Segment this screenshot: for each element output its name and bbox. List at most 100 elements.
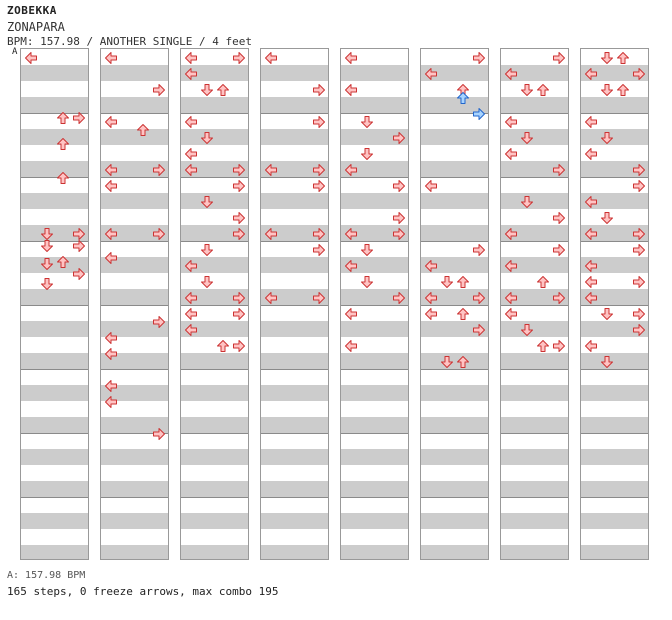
measure-line [261, 497, 328, 498]
beat-stripe [21, 129, 88, 145]
beat-stripe [581, 225, 648, 241]
measure-line [421, 369, 488, 370]
stats-footer: 165 steps, 0 freeze arrows, max combo 19… [7, 585, 279, 598]
down-arrow-icon [40, 226, 54, 240]
beat-stripe [261, 97, 328, 113]
beat-stripe [421, 545, 488, 559]
beat-stripe [421, 129, 488, 145]
beat-stripe [341, 417, 408, 433]
left-arrow-icon [344, 338, 358, 352]
beat-stripe [21, 161, 88, 177]
measure-line [501, 241, 568, 242]
beat-stripe [101, 129, 168, 145]
down-arrow-icon [600, 354, 614, 368]
beat-stripe [341, 193, 408, 209]
beat-stripe [501, 417, 568, 433]
right-arrow-icon [232, 178, 246, 192]
beat-stripe [421, 161, 488, 177]
beat-stripe [261, 385, 328, 401]
left-arrow-icon [184, 306, 198, 320]
down-arrow-icon [600, 130, 614, 144]
left-arrow-icon [344, 306, 358, 320]
beat-stripe [581, 65, 648, 81]
beat-stripe [21, 481, 88, 497]
beat-stripe [581, 97, 648, 113]
beat-stripe [181, 545, 248, 559]
beat-stripe [501, 193, 568, 209]
beat-stripe [261, 225, 328, 241]
left-arrow-icon [344, 82, 358, 96]
beat-stripe [101, 513, 168, 529]
beat-stripe [341, 161, 408, 177]
beat-stripe [101, 545, 168, 559]
measure-line [101, 305, 168, 306]
measure-line [261, 369, 328, 370]
measure-line [261, 241, 328, 242]
beat-stripe [101, 417, 168, 433]
measure-line [101, 433, 168, 434]
up-arrow-icon [536, 82, 550, 96]
left-arrow-icon [344, 162, 358, 176]
down-arrow-icon [200, 130, 214, 144]
left-arrow-icon [584, 338, 598, 352]
right-arrow-icon [232, 290, 246, 304]
left-arrow-icon [424, 66, 438, 80]
left-arrow-icon [104, 162, 118, 176]
right-arrow-icon [632, 242, 646, 256]
measure-line [181, 177, 248, 178]
measure-line [261, 433, 328, 434]
measure-line [261, 113, 328, 114]
beat-stripe [261, 417, 328, 433]
up-arrow-icon [616, 82, 630, 96]
left-arrow-icon [584, 146, 598, 160]
beat-stripe [501, 257, 568, 273]
beat-stripe [581, 513, 648, 529]
measure-line [181, 433, 248, 434]
measure-line [181, 305, 248, 306]
beat-stripe [181, 321, 248, 337]
beat-stripe [341, 481, 408, 497]
beat-stripe [421, 257, 488, 273]
measure-line [581, 433, 648, 434]
down-arrow-icon [520, 322, 534, 336]
beat-stripe [421, 481, 488, 497]
measure-line [101, 241, 168, 242]
measure-line [101, 497, 168, 498]
beat-stripe [21, 321, 88, 337]
beat-stripe [581, 481, 648, 497]
measure-line [101, 369, 168, 370]
right-arrow-icon [632, 306, 646, 320]
right-arrow-icon [632, 66, 646, 80]
beat-stripe [21, 417, 88, 433]
beat-stripe [21, 385, 88, 401]
beat-stripe [101, 193, 168, 209]
right-arrow-icon [632, 226, 646, 240]
left-arrow-icon [264, 162, 278, 176]
right-arrow-icon [632, 274, 646, 288]
left-arrow-icon [344, 226, 358, 240]
measure-line [421, 305, 488, 306]
left-arrow-icon [424, 290, 438, 304]
right-arrow-icon [232, 338, 246, 352]
beat-stripe [421, 193, 488, 209]
beat-stripe [101, 353, 168, 369]
beat-stripe [501, 321, 568, 337]
measure-line [421, 113, 488, 114]
up-arrow-icon [456, 306, 470, 320]
down-arrow-icon [40, 238, 54, 252]
beat-stripe [181, 129, 248, 145]
chart-column-3 [180, 48, 249, 560]
up-arrow-icon [616, 50, 630, 64]
left-arrow-icon [344, 258, 358, 272]
down-arrow-icon [40, 276, 54, 290]
beat-stripe [181, 417, 248, 433]
measure-line [181, 369, 248, 370]
left-arrow-icon [584, 66, 598, 80]
up-arrow-icon [136, 122, 150, 136]
beat-stripe [501, 353, 568, 369]
beat-stripe [581, 321, 648, 337]
right-arrow-icon [552, 50, 566, 64]
beat-stripe [261, 161, 328, 177]
right-arrow-icon [72, 266, 86, 280]
right-arrow-icon [632, 178, 646, 192]
